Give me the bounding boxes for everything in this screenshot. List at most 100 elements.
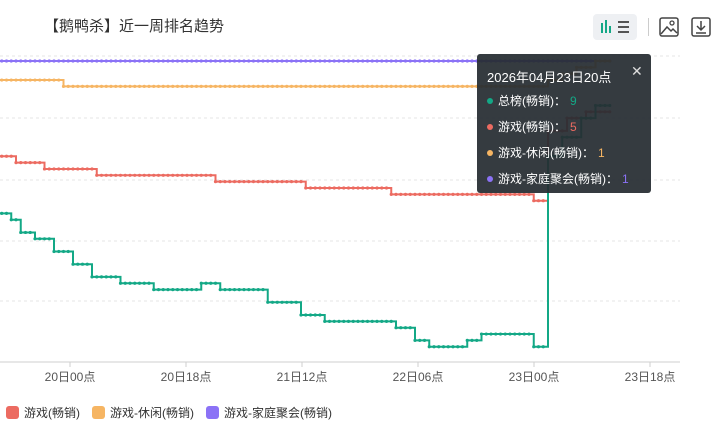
- data-point: [380, 186, 384, 190]
- data-point: [289, 59, 294, 63]
- data-point: [61, 167, 66, 171]
- legend-item-casual[interactable]: 游戏-休闲(畅销): [92, 404, 194, 421]
- data-point: [133, 173, 137, 177]
- data-point: [489, 192, 493, 196]
- data-point: [484, 192, 488, 196]
- data-point: [536, 199, 541, 203]
- data-point: [446, 345, 450, 349]
- data-point: [365, 59, 370, 63]
- data-point: [494, 332, 498, 336]
- data-point: [118, 173, 123, 177]
- toolbar-divider: [648, 18, 649, 36]
- data-point: [532, 345, 536, 349]
- data-point: [99, 84, 104, 88]
- x-tick-label: 21日12点: [277, 370, 328, 384]
- data-point: [213, 281, 218, 285]
- data-point: [128, 173, 132, 177]
- data-point: [76, 167, 80, 171]
- data-point: [261, 84, 265, 88]
- data-point: [256, 59, 260, 63]
- data-point: [42, 167, 47, 171]
- close-icon[interactable]: ✕: [631, 63, 643, 79]
- data-point: [47, 237, 51, 241]
- data-point: [323, 186, 327, 190]
- data-point: [14, 218, 18, 222]
- data-point: [156, 84, 161, 88]
- data-point: [9, 218, 13, 222]
- data-point: [218, 180, 222, 184]
- data-point: [399, 84, 403, 88]
- data-point: [503, 192, 507, 196]
- data-point: [456, 84, 460, 88]
- data-point: [66, 59, 70, 63]
- data-point: [470, 192, 474, 196]
- data-point: [337, 319, 341, 323]
- data-point: [42, 59, 47, 63]
- data-point: [109, 59, 113, 63]
- data-point: [190, 173, 194, 177]
- data-point: [180, 288, 184, 292]
- data-point: [508, 332, 512, 336]
- data-point: [403, 326, 408, 330]
- data-point: [270, 59, 275, 63]
- data-point: [460, 192, 465, 196]
- data-point: [133, 281, 137, 285]
- data-point: [85, 262, 89, 266]
- data-point: [513, 332, 517, 336]
- data-point: [351, 84, 355, 88]
- data-point: [361, 59, 365, 63]
- tooltip-row-game: 游戏(畅销)： 5: [487, 118, 577, 135]
- data-point: [342, 84, 346, 88]
- data-point: [114, 84, 118, 88]
- data-point: [61, 249, 66, 254]
- data-point: [422, 338, 427, 342]
- data-point: [437, 59, 441, 63]
- data-point: [346, 84, 351, 88]
- legend-item-party[interactable]: 游戏-家庭聚会(畅销): [206, 404, 332, 421]
- data-point: [19, 230, 23, 235]
- x-tick-label: 22日06点: [393, 370, 444, 384]
- data-point: [28, 78, 32, 82]
- data-point: [156, 173, 161, 177]
- chart-type-toggle[interactable]: [593, 14, 637, 40]
- data-point: [280, 180, 284, 184]
- data-point: [118, 281, 123, 285]
- data-point: [498, 332, 503, 336]
- data-point: [304, 59, 308, 63]
- data-point: [137, 173, 142, 177]
- data-point: [418, 59, 422, 63]
- data-point: [190, 288, 194, 292]
- data-point: [351, 186, 355, 190]
- data-point: [251, 84, 256, 88]
- data-point: [394, 192, 398, 196]
- data-point: [23, 59, 28, 63]
- data-point: [9, 154, 13, 158]
- data-point: [380, 84, 384, 88]
- data-point: [394, 84, 398, 88]
- data-point: [389, 192, 393, 196]
- data-point: [270, 84, 275, 88]
- data-point: [90, 59, 94, 63]
- data-point: [318, 84, 322, 88]
- data-point: [427, 192, 431, 196]
- data-point: [446, 84, 450, 88]
- data-point: [247, 180, 251, 184]
- data-point: [42, 237, 47, 241]
- legend-item-game[interactable]: 游戏(畅销): [6, 404, 80, 421]
- data-point: [161, 84, 165, 88]
- chart-title: 【鹅鸭杀】近一周排名趋势: [44, 18, 225, 35]
- data-point: [194, 59, 199, 63]
- data-point: [541, 199, 545, 203]
- data-point: [513, 192, 517, 196]
- save-image-button[interactable]: [656, 14, 682, 40]
- data-point: [508, 192, 512, 196]
- data-point: [85, 167, 89, 171]
- data-point: [479, 332, 484, 336]
- data-point: [128, 84, 132, 88]
- data-point: [361, 186, 365, 190]
- data-point: [209, 281, 213, 285]
- data-point: [209, 59, 213, 63]
- data-point: [9, 78, 13, 82]
- tooltip-label: 游戏-家庭聚会(畅销)：: [498, 172, 618, 186]
- download-button[interactable]: [688, 14, 714, 40]
